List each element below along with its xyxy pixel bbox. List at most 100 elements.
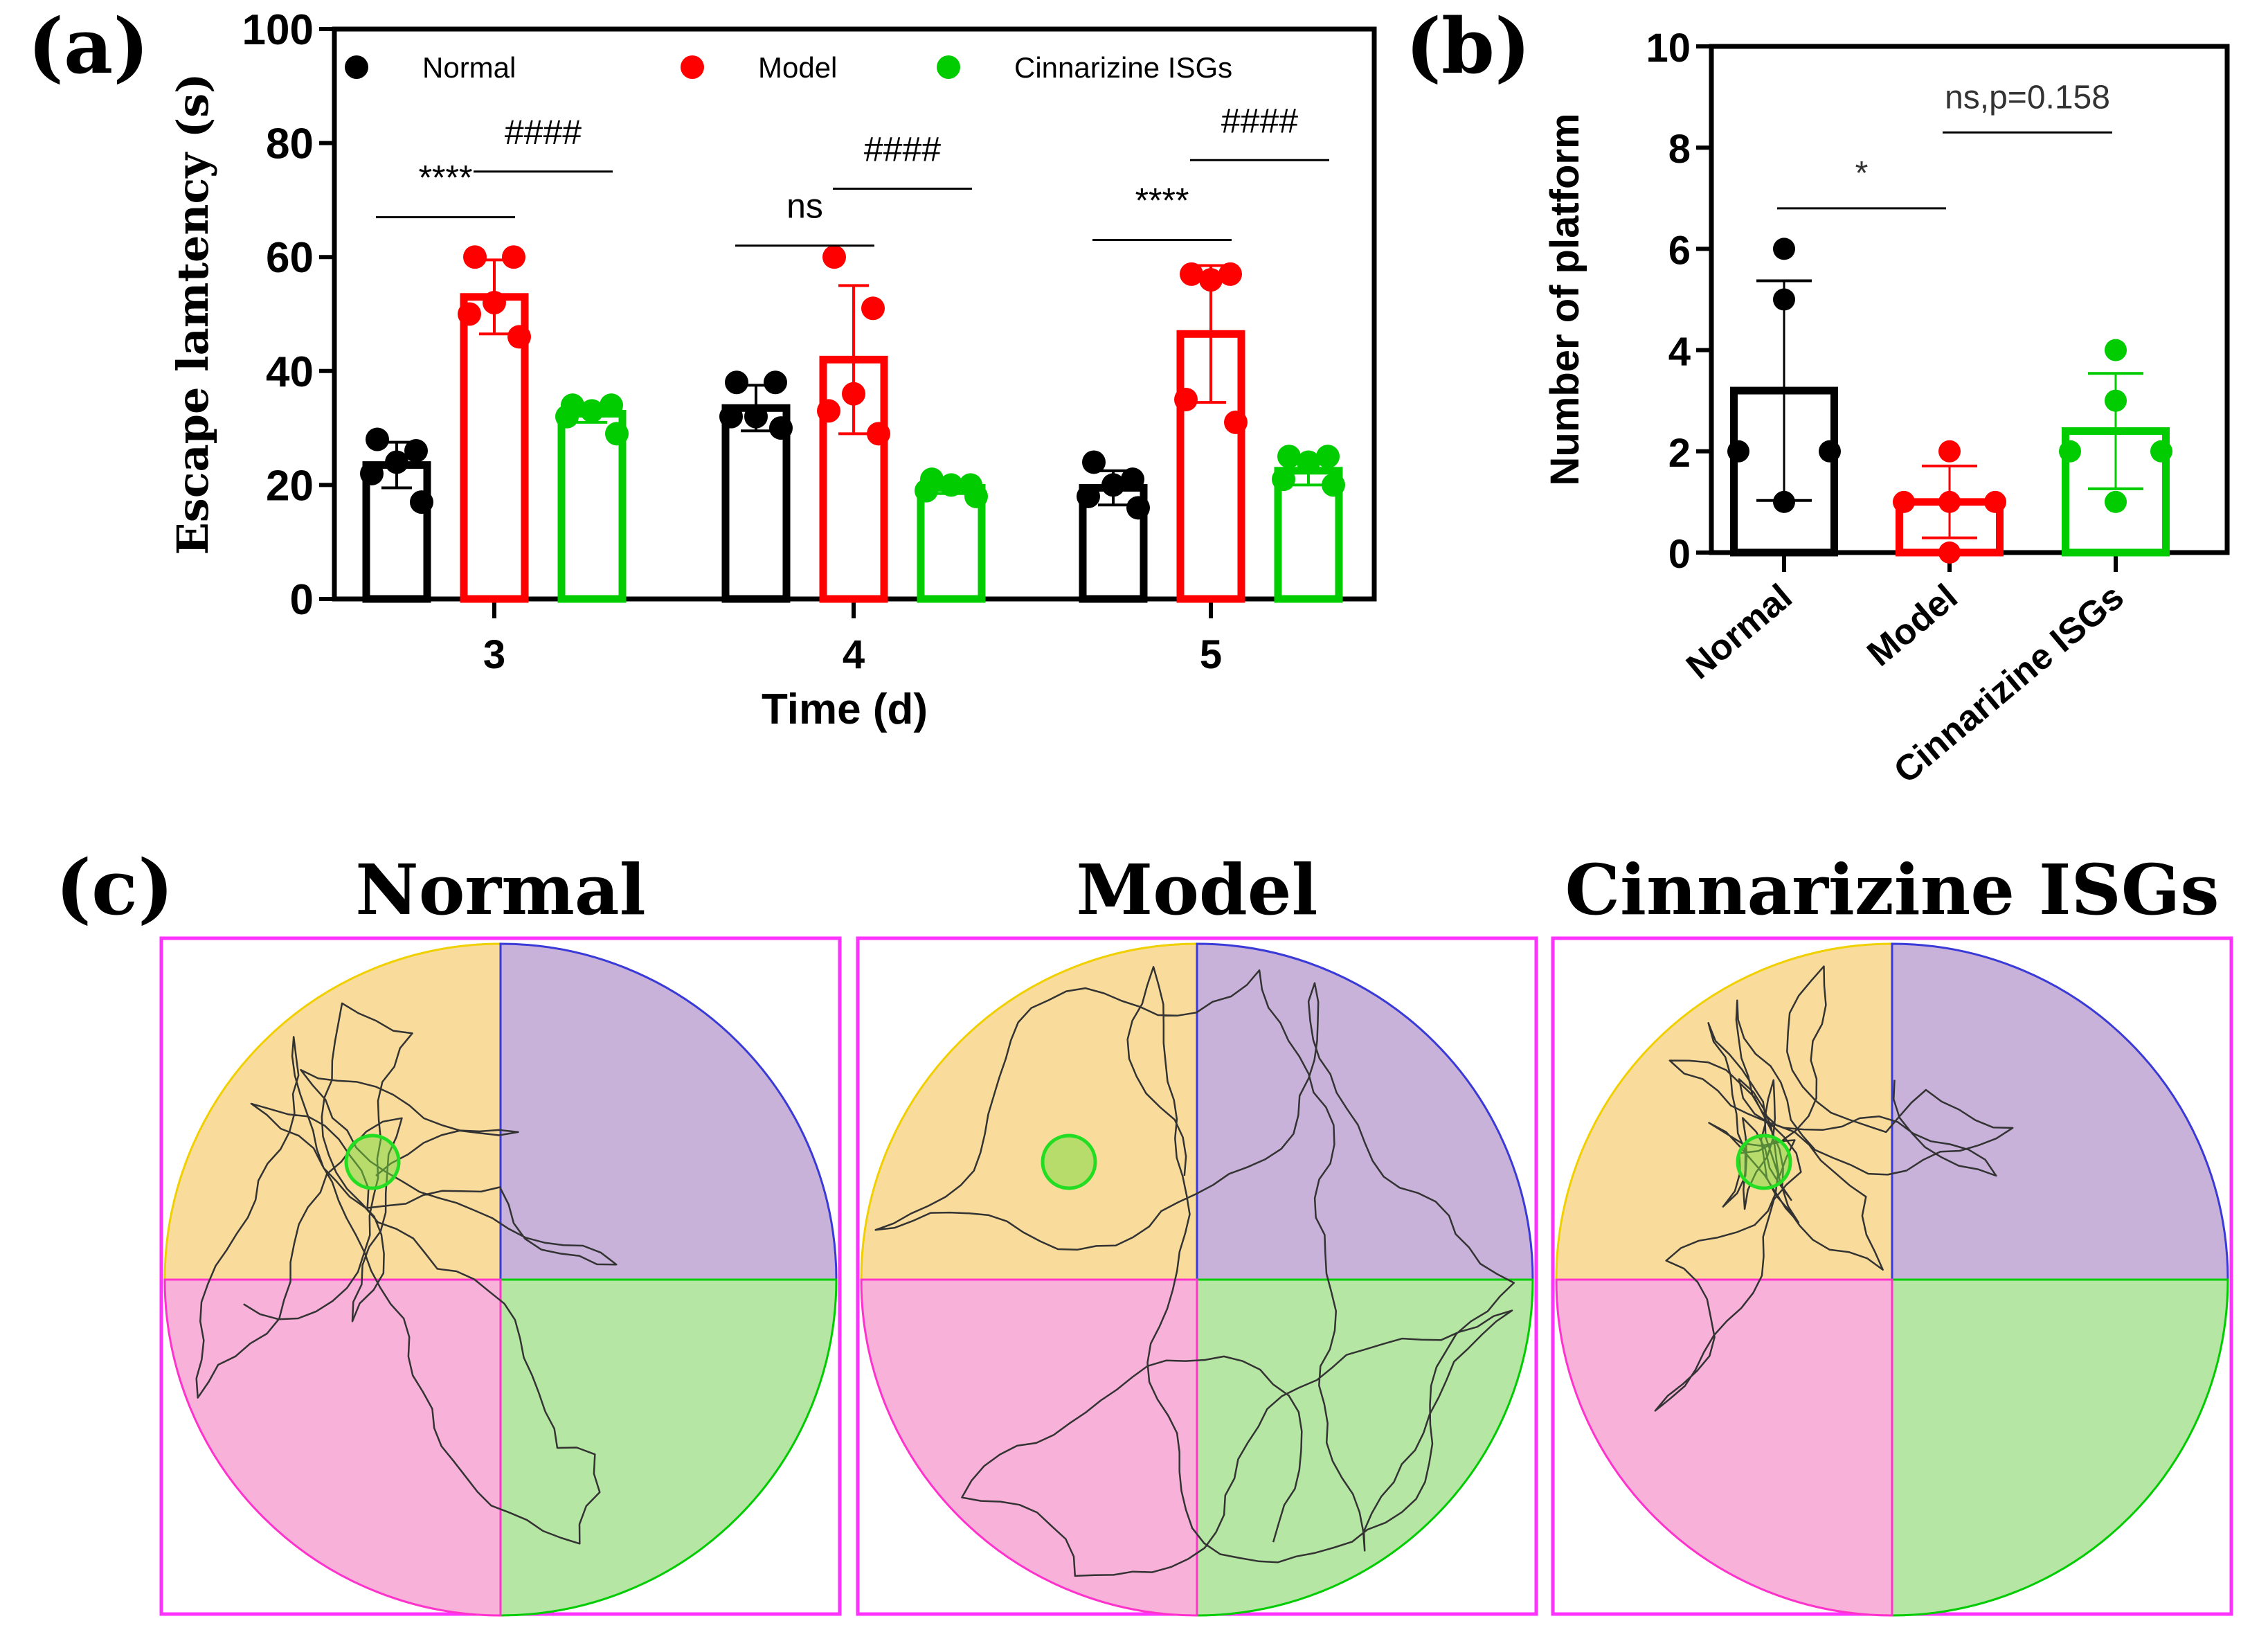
- data-point: [1322, 473, 1345, 497]
- data-point: [1199, 268, 1223, 292]
- y-tick-label: 60: [266, 234, 314, 282]
- x-tick-label: 3: [483, 632, 505, 677]
- data-point: [458, 302, 481, 326]
- data-point: [2150, 440, 2172, 463]
- x-tick-label: Normal: [1679, 577, 1800, 688]
- quadrant-top-right: [1891, 942, 2229, 1281]
- data-point: [1316, 445, 1340, 469]
- data-point: [1126, 496, 1150, 520]
- y-tick-label: 4: [1668, 330, 1691, 375]
- data-point: [2105, 389, 2127, 412]
- data-point: [915, 478, 938, 503]
- legend-marker: [345, 55, 368, 79]
- legend-label: Model: [758, 51, 837, 84]
- quadrant-bottom-right: [1891, 1278, 2229, 1617]
- platform-marker: [1041, 1134, 1097, 1190]
- data-point: [1938, 541, 1961, 564]
- swim-trajectory: [874, 966, 1515, 1577]
- significance-label: *: [1855, 155, 1869, 192]
- data-point: [769, 416, 793, 440]
- data-point: [725, 370, 748, 395]
- y-tick-label: 6: [1668, 228, 1691, 273]
- panel-title: Model: [1077, 849, 1318, 931]
- quadrant-bottom-left: [860, 1278, 1198, 1617]
- y-tick-label: 2: [1668, 431, 1691, 476]
- data-point: [483, 291, 506, 315]
- data-point: [867, 422, 890, 446]
- quadrant-bottom-right: [1196, 1278, 1534, 1617]
- data-point: [1727, 440, 1749, 463]
- legend-marker: [937, 55, 960, 79]
- x-tick-label: 5: [1200, 632, 1222, 677]
- quadrant-top-left: [163, 942, 502, 1281]
- significance-label: ****: [1135, 181, 1189, 220]
- data-point: [385, 450, 408, 474]
- quadrant-bottom-left: [1555, 1278, 1893, 1617]
- data-point: [360, 461, 384, 485]
- data-point: [1174, 387, 1198, 411]
- y-axis-label: Number of platform: [1542, 113, 1587, 485]
- escape-latency-chart: 0 20 40 60 80 100 3 4 5 Time (d) Escape lamtency (…: [168, 6, 1377, 733]
- quadrant-top-right: [1196, 942, 1534, 1281]
- y-tick-label: 0: [290, 576, 314, 624]
- x-axis-label: Time (d): [762, 686, 928, 733]
- quadrant-bottom-left: [163, 1278, 502, 1617]
- data-point: [1277, 445, 1301, 469]
- y-axis-label: Escape lamtency (s): [168, 73, 218, 555]
- significance-label: ####: [1221, 101, 1298, 140]
- data-point: [1272, 467, 1295, 492]
- data-point: [822, 245, 846, 269]
- significance-label: ****: [419, 159, 473, 197]
- panel-title: Cinnarizine ISGs: [1565, 849, 2219, 931]
- data-point: [1180, 262, 1203, 286]
- data-point: [964, 484, 988, 508]
- y-tick-label: 20: [266, 462, 314, 510]
- data-point: [1773, 490, 1795, 513]
- data-point: [842, 382, 865, 406]
- data-point: [410, 490, 433, 514]
- data-point: [463, 245, 487, 269]
- panel-label-c: (c): [55, 843, 174, 932]
- data-point: [1938, 440, 1961, 463]
- y-tick-label: 40: [266, 348, 314, 396]
- quadrant-bottom-right: [499, 1278, 838, 1617]
- panel-label-b: (b): [1405, 1, 1531, 91]
- legend-label: Cinnarizine ISGs: [1014, 51, 1232, 84]
- x-tick-label: 4: [843, 632, 865, 677]
- data-point: [764, 370, 787, 395]
- y-tick-label: 10: [1646, 26, 1691, 71]
- x-tick-label: Model: [1860, 577, 1965, 674]
- data-point: [1297, 450, 1320, 474]
- data-point: [1121, 467, 1144, 492]
- data-point: [1893, 490, 1915, 513]
- data-point: [404, 439, 428, 463]
- platform-marker: [344, 1134, 401, 1190]
- panel-label-a: (a): [28, 1, 149, 91]
- legend-label: Normal: [422, 51, 516, 84]
- data-point: [2105, 490, 2127, 513]
- data-point: [817, 399, 840, 423]
- data-point: [1819, 440, 1841, 463]
- y-tick-label: 80: [266, 120, 314, 168]
- quadrant-top-left: [860, 942, 1198, 1281]
- swim-trajectory: [195, 1002, 618, 1545]
- significance-label: ####: [505, 113, 582, 152]
- platform-marker: [1736, 1134, 1792, 1190]
- data-point: [1077, 484, 1100, 508]
- data-point: [580, 399, 604, 423]
- data-point: [1082, 450, 1106, 474]
- data-point: [2059, 440, 2081, 463]
- data-point: [1224, 410, 1248, 434]
- legend-marker: [681, 55, 704, 79]
- significance-label: ns,p=0.158: [1945, 79, 2110, 116]
- quadrant-top-right: [499, 942, 838, 1281]
- data-point: [1773, 238, 1795, 260]
- data-point: [1773, 288, 1795, 311]
- data-point: [744, 404, 768, 429]
- significance-label: ns: [786, 187, 823, 226]
- trajectory-panels: Normal Model Cinnarizine ISGs: [159, 849, 2233, 1617]
- data-point: [1938, 490, 1961, 513]
- data-point: [719, 404, 743, 429]
